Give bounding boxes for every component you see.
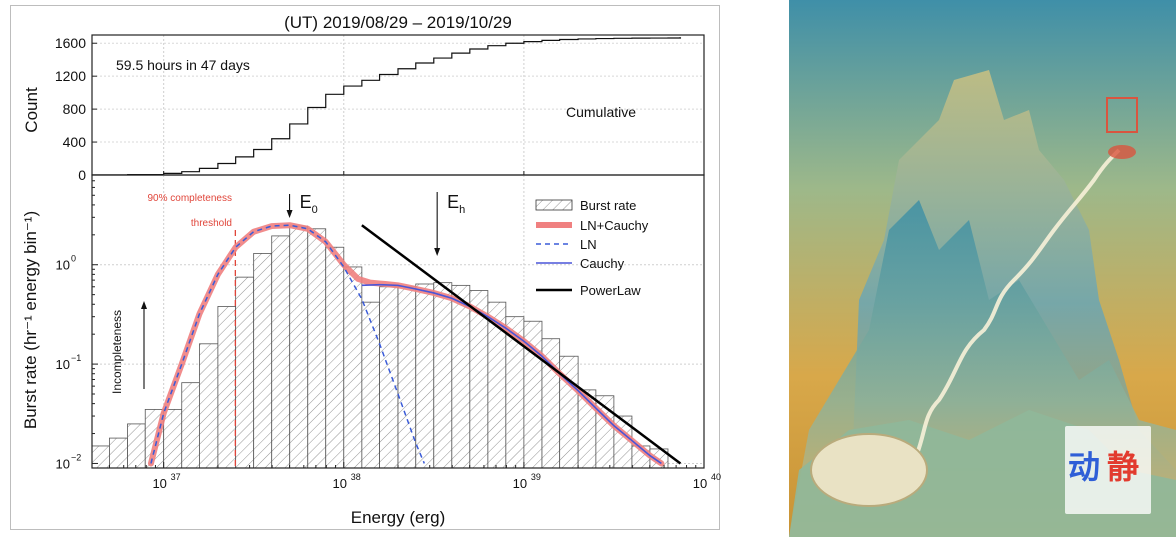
histogram-bar xyxy=(361,301,380,468)
legend-swatch-burst-rate xyxy=(535,199,573,211)
legend-label-cauchy: Cauchy xyxy=(580,256,625,271)
cumulative-label: Cumulative xyxy=(566,104,636,120)
histogram-bar xyxy=(415,283,435,468)
top-y-tick-label: 0 xyxy=(78,167,86,183)
logo-char-jing: 静 xyxy=(1107,448,1140,486)
top-panel: (UT) 2019/08/29 – 2019/10/29 0 400 800 1200… xyxy=(22,13,705,183)
landscape-artwork: 动 静 xyxy=(789,0,1176,537)
logo-char-dong: 动 xyxy=(1068,448,1101,486)
e0-arrow-head xyxy=(286,210,293,218)
x-tick-exponent: 40 xyxy=(711,472,721,482)
histogram-bar xyxy=(235,276,255,468)
seal-stamp-round xyxy=(1108,145,1136,159)
legend-label-ln: LN xyxy=(580,237,597,252)
y-tick-label: 10 xyxy=(56,456,70,471)
top-y-tick-label: 800 xyxy=(63,101,87,117)
histogram-bar xyxy=(451,284,471,468)
y-tick-label: 10 xyxy=(56,357,70,372)
bottom-y-axis-label: Burst rate (hr⁻¹ energy bin⁻¹) xyxy=(21,211,40,429)
legend-label-powerlaw: PowerLaw xyxy=(580,283,641,298)
x-tick-exponent: 39 xyxy=(531,472,541,482)
histogram-bar xyxy=(397,286,417,468)
histogram-bar xyxy=(343,266,363,468)
threshold-label-line2: threshold xyxy=(191,218,232,229)
mist-trail xyxy=(902,148,1121,482)
dish-telescope xyxy=(810,433,928,507)
x-tick-label: 10 xyxy=(152,476,166,491)
incompleteness-label: Incompleteness xyxy=(110,310,124,394)
y-tick-exponent: 0 xyxy=(71,254,76,264)
histogram-bar xyxy=(433,282,453,468)
histogram-bar xyxy=(127,423,146,468)
histogram-bar xyxy=(199,343,219,468)
legend-label-burst-rate: Burst rate xyxy=(580,198,636,213)
histogram-bar xyxy=(109,437,128,468)
x-tick-exponent: 38 xyxy=(351,472,361,482)
histogram-bar xyxy=(217,306,237,468)
histogram-bar xyxy=(181,382,200,468)
histogram-bar xyxy=(325,246,345,468)
x-tick-exponent: 37 xyxy=(171,472,181,482)
histogram-bar xyxy=(271,235,291,468)
legend: Burst rate LN+Cauchy LN Cauchy PowerLaw xyxy=(535,198,649,298)
top-y-tick-label: 1600 xyxy=(55,35,86,51)
top-y-ticks: 0 400 800 1200 1600 xyxy=(55,35,97,183)
eh-arrow-head xyxy=(434,248,441,256)
duration-annotation: 59.5 hours in 47 days xyxy=(116,57,250,73)
logo-badge: 动 静 xyxy=(1065,426,1151,514)
top-y-axis-label: Count xyxy=(22,87,41,133)
incompleteness-arrow-head xyxy=(141,301,147,309)
x-tick-label: 10 xyxy=(333,476,347,491)
histogram-bar xyxy=(289,225,309,468)
x-tick-label: 10 xyxy=(693,476,707,491)
y-tick-label: 10 xyxy=(56,258,70,273)
histogram-bar xyxy=(253,253,273,468)
x-tick-label: 10 xyxy=(513,476,527,491)
legend-label-ln-cauchy: LN+Cauchy xyxy=(580,218,649,233)
cauchy-curve xyxy=(361,283,662,465)
histogram-bar xyxy=(163,408,183,468)
seal-stamp xyxy=(1106,97,1138,133)
e0-label: E0 xyxy=(300,192,318,216)
eh-label: Eh xyxy=(447,192,465,216)
cumulative-step-line xyxy=(92,37,682,175)
y-tick-exponent: −2 xyxy=(71,452,81,462)
top-panel-title: (UT) 2019/08/29 – 2019/10/29 xyxy=(284,13,512,32)
powerlaw-line xyxy=(361,224,682,465)
histogram-bar xyxy=(92,445,110,468)
ln-curve xyxy=(150,224,426,464)
threshold-label-line1: 90% completeness xyxy=(148,193,233,204)
top-y-tick-label: 1200 xyxy=(55,68,86,84)
top-y-tick-label: 400 xyxy=(63,134,87,150)
histogram-bar xyxy=(307,228,327,468)
histogram-bar xyxy=(379,286,399,468)
y-tick-exponent: −1 xyxy=(71,353,81,363)
x-axis-label: Energy (erg) xyxy=(351,508,445,527)
